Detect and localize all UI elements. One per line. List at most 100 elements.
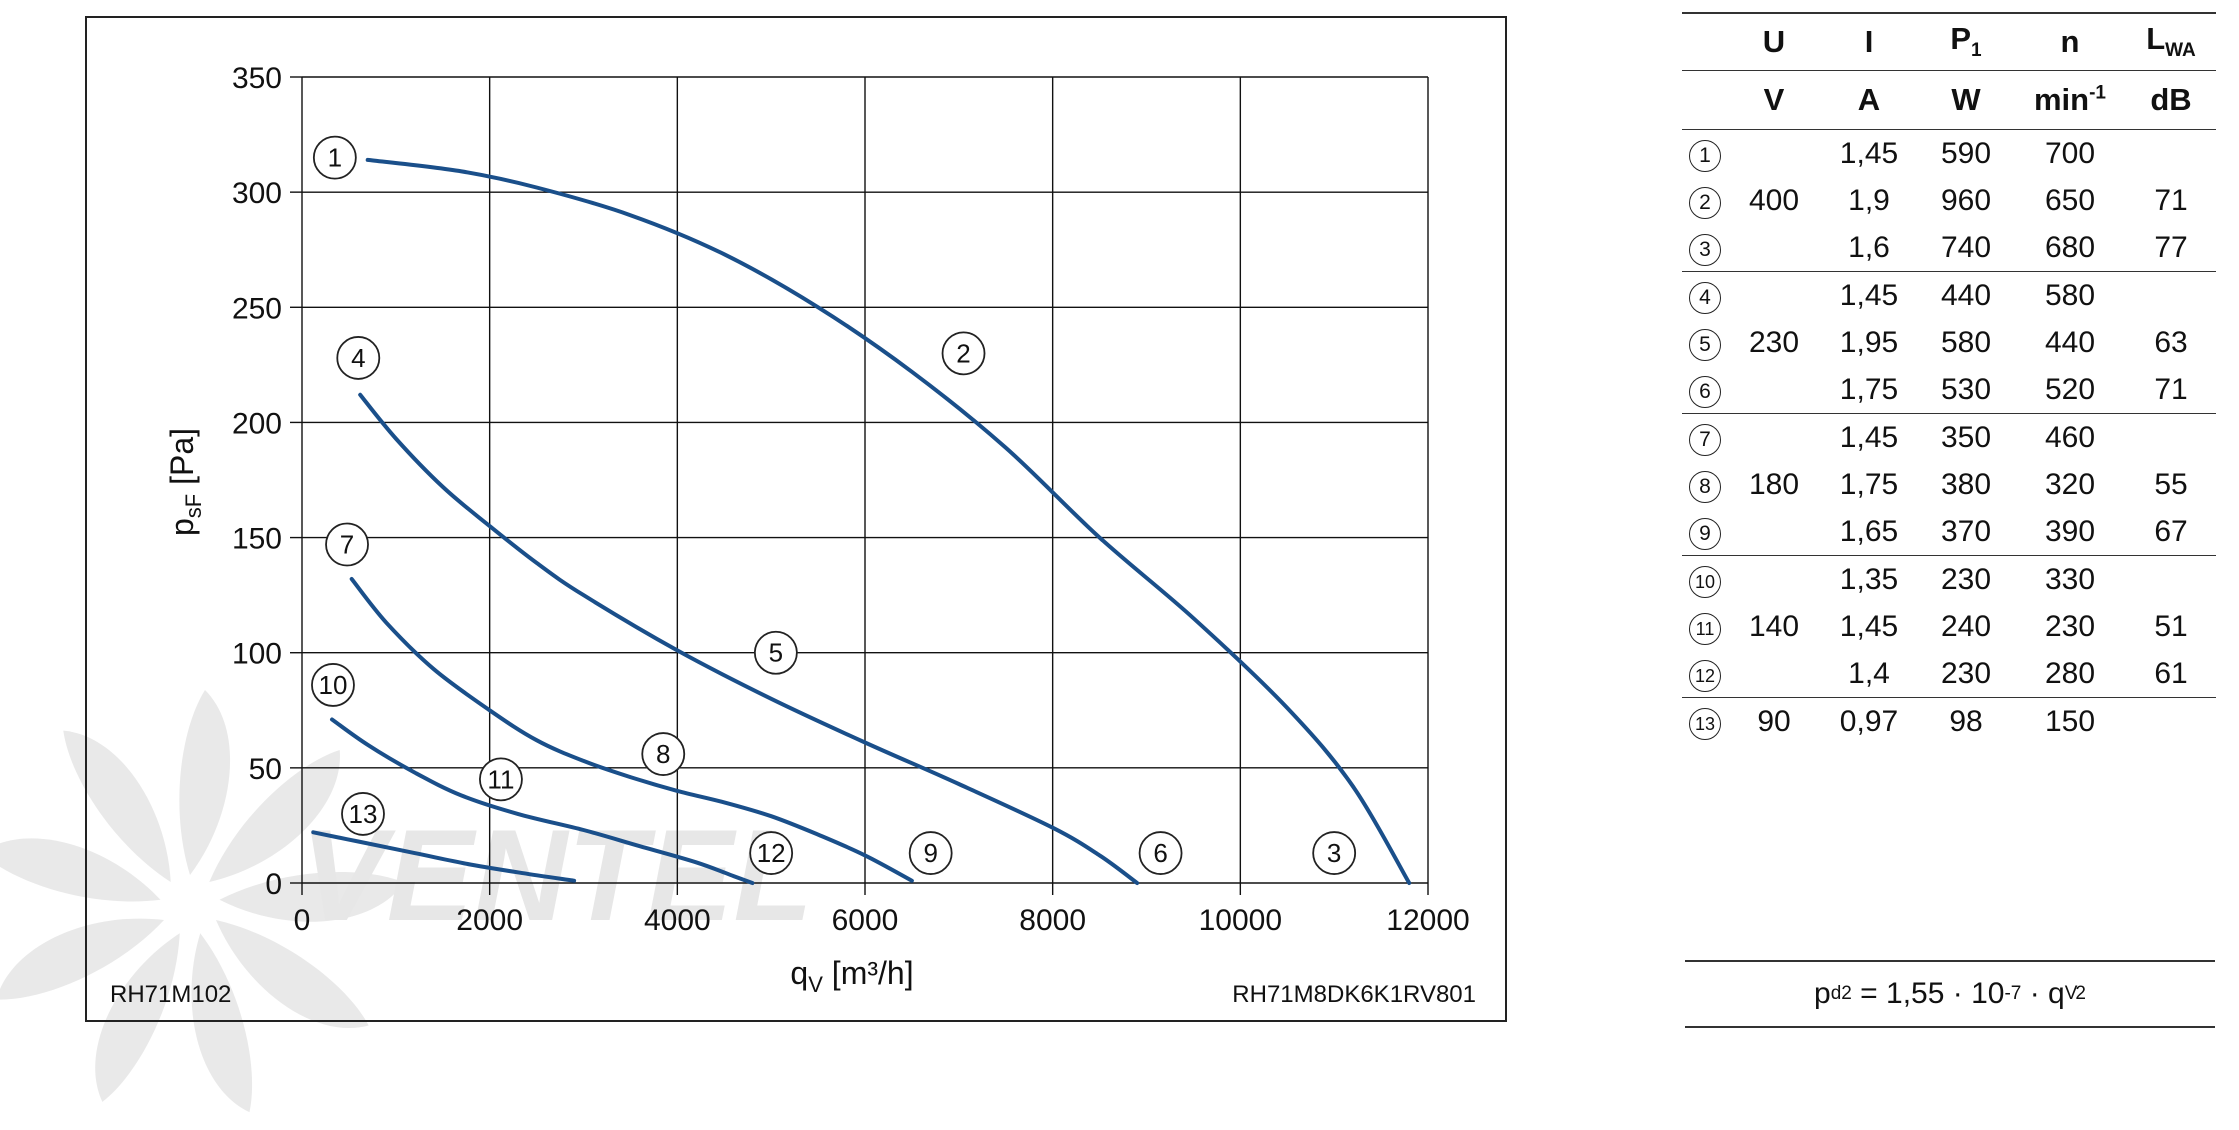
y-tick-label: 100 (232, 638, 282, 671)
curve-11 (330, 717, 755, 885)
spec-table: U I P1 n LWA V A W min-1 dB 1 1,45 590 700 2… (1682, 12, 2216, 745)
cell-n: 700 (2014, 129, 2126, 177)
marker-label: 10 (319, 670, 348, 700)
row-id: 10 (1682, 555, 1728, 603)
curve-marker-1: 1 (312, 135, 357, 180)
cell-i: 1,35 (1820, 555, 1918, 603)
cell-i: 0,97 (1820, 697, 1918, 745)
x-tick-label: 0 (294, 904, 311, 937)
cell-u (1728, 555, 1820, 603)
row-id: 9 (1682, 508, 1728, 556)
marker-label: 6 (1153, 838, 1167, 868)
row-id: 5 (1682, 319, 1728, 366)
curve-marker-9: 9 (908, 831, 953, 875)
marker-circle (1138, 831, 1183, 875)
table-row: 1 1,45 590 700 (1682, 129, 2216, 177)
row-id: 1 (1682, 129, 1728, 177)
cell-n: 330 (2014, 555, 2126, 603)
x-axis-label: qV [m³/h] (790, 955, 913, 997)
marker-circle (312, 135, 357, 180)
cell-u: 400 (1748, 183, 1800, 217)
curve-marker-11: 11 (479, 757, 523, 802)
curve-marker-7: 7 (325, 522, 369, 567)
cell-p: 380 (1940, 467, 1992, 501)
cell-n: 580 (2014, 271, 2126, 319)
table-units-row: V A W min-1 dB (1682, 70, 2216, 130)
table-row: 8 180 1,75 380 320 55 (1682, 461, 2216, 508)
y-axis-label: psF [Pa] (164, 428, 206, 536)
cell-p: 230 (1940, 656, 1992, 690)
marker-label: 5 (769, 638, 783, 668)
header-l: LWA (2126, 12, 2216, 71)
curve-marker-2: 2 (941, 331, 986, 376)
marker-label: 7 (340, 529, 354, 559)
cell-l (2126, 555, 2216, 603)
row-id: 3 (1682, 224, 1728, 272)
curve-marker-13: 13 (341, 792, 385, 836)
chart-code-left: RH71M102 (110, 981, 231, 1008)
curve-2 (365, 157, 1412, 885)
cell-n: 460 (2014, 413, 2126, 461)
marker-circle (749, 831, 794, 875)
marker-label: 11 (487, 764, 514, 794)
cell-l (2126, 271, 2216, 319)
cell-u (1728, 650, 1820, 698)
marker-label: 13 (349, 799, 378, 829)
marker-circle (941, 331, 986, 376)
fan-curve-chart: VENTEL 0 2000 4000 6000 8000 10000 12000050100… (0, 16, 1507, 1113)
marker-label: 3 (1327, 838, 1341, 868)
cell-l (2126, 697, 2216, 745)
cell-u (1728, 508, 1820, 556)
watermark-blade (219, 872, 405, 922)
table-group: 13 90 0,97 98 150 (1682, 697, 2216, 745)
x-tick-label: 12000 (1386, 904, 1469, 937)
cell-l (2126, 129, 2216, 177)
table-row: 7 1,45 350 460 (1682, 413, 2216, 461)
cell-l: 55 (2154, 467, 2188, 501)
cell-u: 90 (1728, 697, 1820, 745)
cell-p: 98 (1918, 697, 2014, 745)
table-row: 4 1,45 440 580 (1682, 271, 2216, 319)
cell-p: 440 (1918, 271, 2014, 319)
unit-n: min-1 (2014, 70, 2126, 130)
cell-l: 63 (2154, 325, 2188, 359)
marker-circle (1312, 831, 1357, 875)
cell-i: 1,9 (1848, 183, 1890, 217)
table-row: 2 400 1,9 960 650 71 (1682, 177, 2216, 224)
cell-u: 140 (1748, 609, 1800, 643)
y-tick-label: 50 (249, 753, 282, 786)
cell-u (1728, 413, 1820, 461)
curve-13 (311, 830, 577, 883)
cell-i: 1,45 (1820, 413, 1918, 461)
table-row: 11 140 1,45 240 230 51 (1682, 603, 2216, 650)
cell-p: 960 (1940, 183, 1992, 217)
cell-u (1728, 271, 1820, 319)
marker-circle (753, 630, 798, 675)
cell-l (2126, 413, 2216, 461)
cell-n: 320 (2044, 467, 2096, 501)
header-i: I (1820, 12, 1918, 71)
chart-code-right: RH71M8DK6K1RV801 (1232, 981, 1476, 1008)
cell-l: 51 (2154, 609, 2188, 643)
cell-u (1728, 366, 1820, 414)
cell-p: 530 (1940, 372, 1992, 406)
table-row: 9 1,65 370 390 67 (1682, 508, 2216, 556)
cell-n: 440 (2044, 325, 2096, 359)
marker-label: 1 (328, 143, 342, 173)
curves (311, 157, 1412, 885)
marker-label: 12 (757, 838, 786, 868)
cell-l: 71 (2154, 183, 2188, 217)
marker-circle (311, 663, 355, 707)
watermark-blade (63, 730, 171, 883)
header-n: n (2014, 12, 2126, 71)
curve-marker-5: 5 (753, 630, 798, 675)
cell-i: 1,75 (1839, 467, 1899, 501)
row-id: 13 (1682, 697, 1728, 745)
marker-circle (325, 522, 369, 567)
row-id: 4 (1682, 271, 1728, 319)
table-row: 5 230 1,95 580 440 63 (1682, 319, 2216, 366)
curve-marker-3: 3 (1312, 831, 1357, 875)
cell-i: 1,4 (1848, 656, 1890, 690)
cell-n: 680 (2044, 230, 2096, 264)
